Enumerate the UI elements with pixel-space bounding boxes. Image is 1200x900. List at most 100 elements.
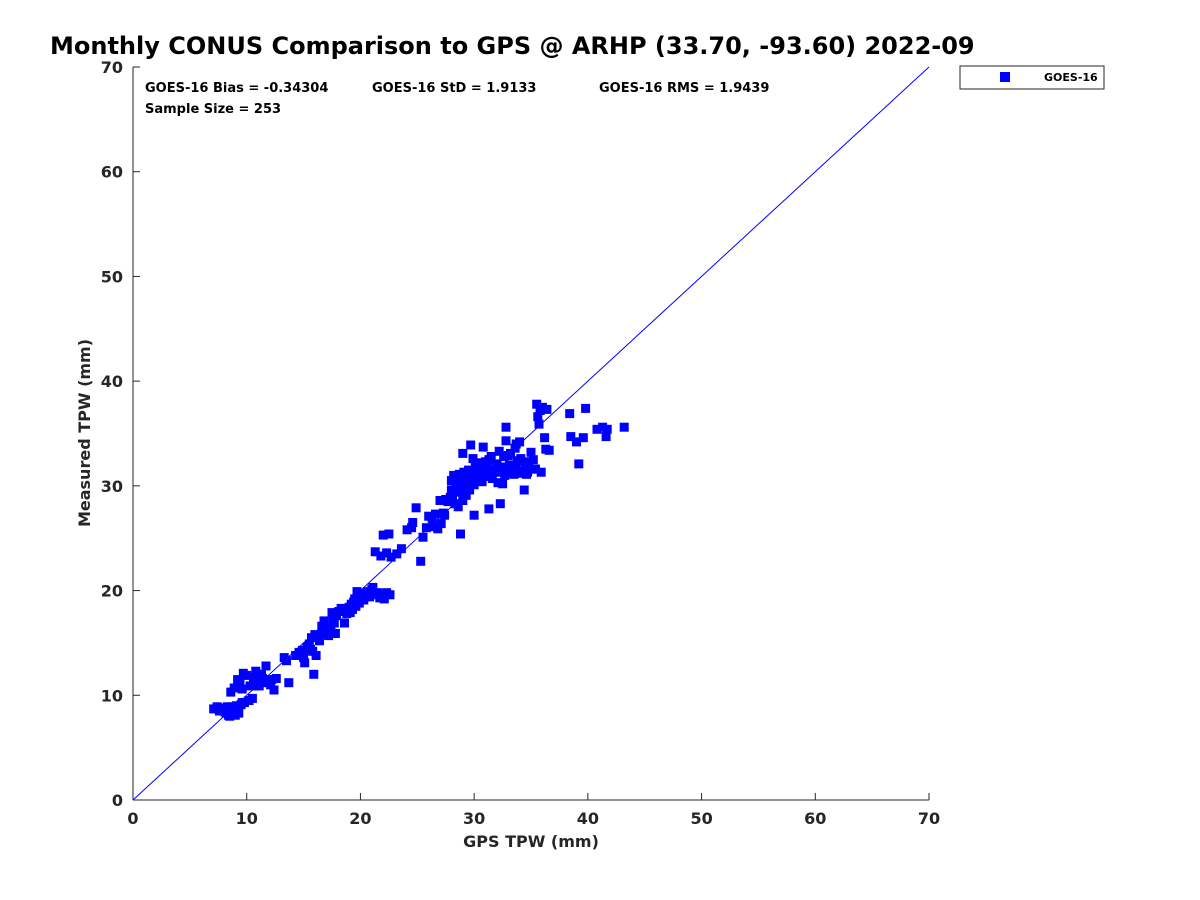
data-point [581, 403, 591, 413]
data-point [416, 556, 426, 566]
data-point [493, 478, 503, 488]
data-point [418, 532, 428, 542]
rms-stat: GOES-16 RMS = 1.9439 [599, 81, 769, 96]
data-point [421, 523, 431, 533]
data-point [460, 481, 470, 491]
x-tick-label: 30 [463, 809, 485, 828]
data-point [386, 552, 396, 562]
data-point [385, 590, 395, 600]
data-point [516, 454, 526, 464]
data-point [319, 616, 329, 626]
data-point [496, 462, 506, 472]
data-point [453, 478, 463, 488]
data-point [501, 422, 511, 432]
data-point [528, 455, 538, 465]
data-point [311, 651, 321, 660]
data-point [242, 670, 252, 680]
data-point [310, 630, 320, 640]
x-tick-label: 0 [127, 809, 138, 828]
data-point [565, 409, 575, 419]
data-point [479, 460, 489, 470]
y-tick-label: 40 [101, 372, 123, 391]
data-point [330, 629, 340, 638]
data-point [458, 496, 468, 505]
data-point [542, 404, 552, 414]
data-point [379, 594, 389, 604]
chart-title: Monthly CONUS Comparison to GPS @ ARHP (… [50, 32, 975, 60]
data-point [511, 464, 521, 474]
x-tick-label: 20 [349, 809, 371, 828]
data-point [465, 485, 475, 495]
data-point [365, 592, 374, 602]
data-point [370, 547, 380, 557]
data-point [282, 656, 291, 666]
data-point [229, 683, 239, 693]
std-stat: GOES-16 StD = 1.9133 [372, 81, 536, 96]
data-point [477, 477, 487, 487]
data-point [384, 529, 394, 539]
data-point [495, 499, 505, 509]
data-point [266, 680, 276, 690]
data-point [532, 399, 542, 409]
x-tick-label: 10 [236, 809, 258, 828]
data-point [485, 455, 495, 465]
data-point [225, 711, 235, 721]
data-point [541, 444, 551, 454]
data-point [297, 645, 307, 655]
data-point [261, 661, 271, 671]
data-point [522, 469, 531, 479]
legend: GOES-16 [959, 65, 1105, 90]
x-axis-ticks: 0 10 20 30 40 50 60 70 [127, 793, 940, 828]
data-point [519, 485, 529, 495]
y-tick-label: 50 [101, 267, 123, 286]
data-point [494, 446, 504, 456]
data-point [214, 706, 224, 716]
data-point [448, 490, 457, 500]
data-point [471, 475, 481, 485]
data-point [526, 447, 536, 457]
data-point [245, 681, 255, 691]
data-point [484, 504, 494, 514]
data-point [453, 502, 463, 512]
data-point [304, 639, 314, 649]
data-point [533, 412, 543, 422]
data-point [284, 678, 294, 688]
data-point [499, 452, 509, 461]
data-point [235, 678, 245, 688]
data-point [469, 510, 479, 520]
y-tick-label: 10 [101, 686, 123, 705]
y-tick-label: 20 [101, 582, 123, 601]
legend-marker-icon [1000, 72, 1010, 82]
data-point [456, 529, 465, 539]
data-point [435, 496, 445, 505]
plot-area: 0 10 20 30 40 50 60 70 0 10 20 30 40 50 60 70 [101, 58, 940, 828]
data-point [529, 464, 539, 474]
data-point [220, 707, 230, 717]
x-tick-label: 60 [804, 809, 826, 828]
data-point [247, 693, 257, 703]
data-point [336, 603, 346, 613]
data-point [368, 582, 378, 592]
data-point [317, 621, 327, 631]
y-tick-label: 0 [112, 791, 123, 810]
x-tick-label: 70 [918, 809, 940, 828]
data-point [251, 666, 261, 676]
data-point [566, 432, 576, 442]
x-axis-label: GPS TPW (mm) [463, 832, 599, 851]
y-tick-label: 60 [101, 163, 123, 182]
data-point [446, 485, 456, 495]
data-point [433, 524, 443, 534]
data-point [458, 448, 468, 458]
data-point [340, 618, 349, 628]
data-point [431, 509, 440, 519]
x-tick-label: 40 [577, 809, 599, 828]
data-point [468, 454, 478, 464]
data-point [325, 621, 335, 631]
data-point [269, 685, 279, 695]
data-point [411, 503, 421, 513]
data-point [352, 587, 362, 597]
data-point [449, 470, 459, 480]
data-point [540, 433, 550, 443]
data-point [619, 422, 629, 432]
data-point [461, 490, 471, 500]
